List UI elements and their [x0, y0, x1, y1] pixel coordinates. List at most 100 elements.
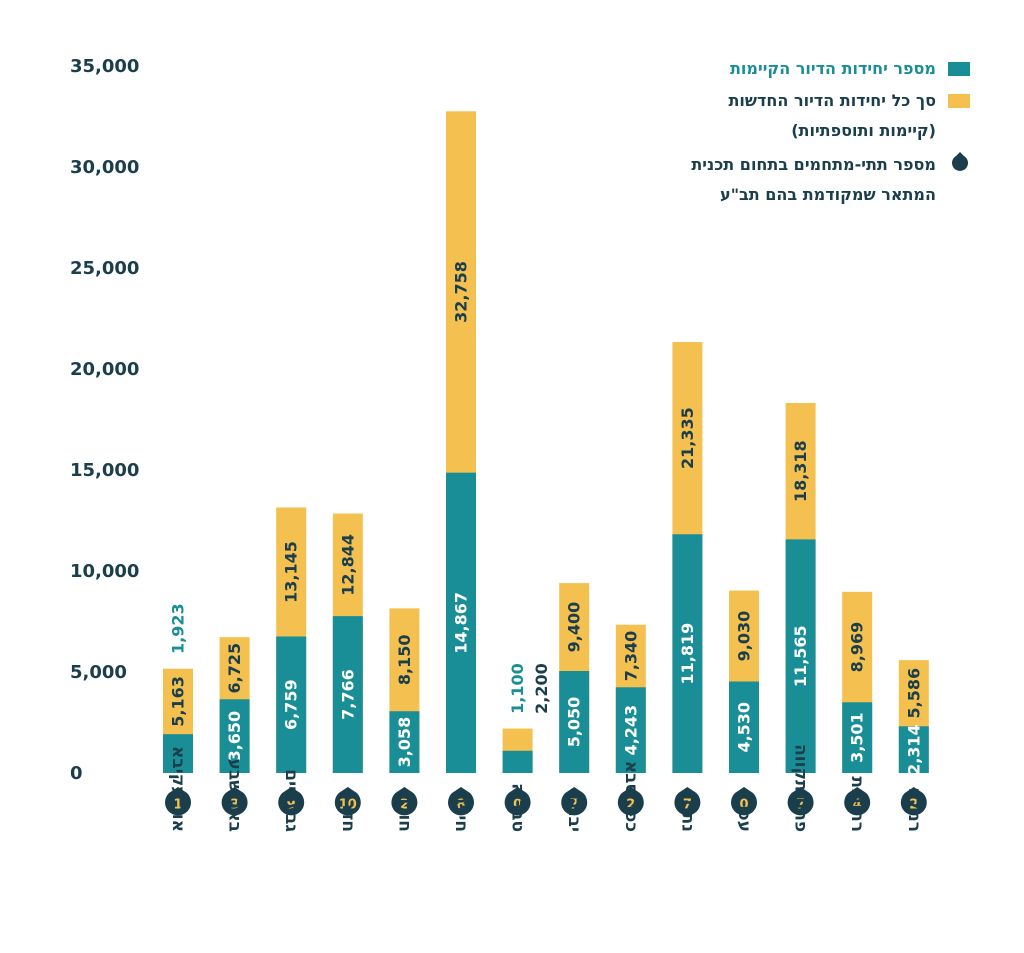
total-value-label: 5,163 — [169, 676, 188, 727]
legend-label-existing: מספר יחידות הדיור הקיימות — [730, 59, 936, 78]
subarea-count-label: 4 — [853, 798, 862, 813]
total-value-label: 32,758 — [452, 261, 471, 323]
subarea-count-label: 2 — [626, 798, 635, 813]
total-value-label: 6,725 — [225, 643, 244, 694]
existing-value-label: 4,530 — [735, 702, 754, 753]
category-label: אור עקיבא — [168, 746, 188, 832]
subarea-count-label: 2 — [400, 798, 409, 813]
y-tick-label: 10,000 — [70, 561, 139, 582]
bar-existing — [559, 670, 590, 773]
existing-value-label: 1,923 — [169, 603, 188, 654]
existing-value-label: 4,243 — [621, 705, 640, 756]
category-label: חולון — [394, 793, 414, 832]
bar-existing — [842, 702, 873, 773]
subarea-badge-icon — [561, 787, 588, 816]
existing-value-label: 6,759 — [282, 679, 301, 730]
bar-existing — [785, 539, 816, 773]
category-label: רמלה — [904, 787, 924, 832]
total-value-label: 2,200 — [532, 663, 551, 714]
legend-label-total-line2: (קיימות ותוספתיות) — [791, 121, 936, 140]
subarea-badge-icon — [165, 787, 192, 816]
total-value-label: 8,969 — [848, 622, 867, 673]
subarea-count-label: 1 — [173, 798, 182, 813]
subarea-count-label: 9 — [287, 798, 296, 813]
subarea-badge-icon — [844, 787, 871, 816]
category-label: באר שבע — [225, 759, 245, 832]
legend-swatch-total — [948, 94, 970, 108]
legend-marker-icon — [952, 152, 968, 171]
existing-value-label: 7,766 — [338, 669, 357, 720]
subarea-badge-icon — [900, 787, 927, 816]
category-label: נתניה — [677, 788, 697, 832]
subarea-badge-icon — [334, 787, 361, 816]
existing-value-label: 3,058 — [395, 717, 414, 768]
legend-label-subareas-line2: המתאר שמקודמת בהם תב"ע — [720, 185, 936, 204]
bar-existing — [163, 734, 193, 773]
total-value-label: 21,335 — [678, 407, 697, 469]
bar-existing — [389, 711, 420, 773]
existing-value-label: 11,565 — [791, 625, 810, 687]
y-tick-label: 0 — [70, 763, 83, 784]
category-label: גבעתיים — [281, 769, 301, 832]
subarea-count-label: 8 — [456, 798, 465, 813]
existing-value-label: 14,867 — [452, 592, 471, 654]
subarea-badge-icon — [674, 787, 701, 816]
legend-swatch-existing — [948, 62, 970, 76]
category-label: כפר סבא — [621, 761, 641, 832]
bar-existing — [615, 687, 646, 773]
category-label: חיפה — [451, 792, 471, 832]
existing-value-label: 2,314 — [904, 724, 923, 775]
bar-existing — [332, 616, 363, 773]
legend-label-subareas-line1: מספר תתי-מתחמים בתחום תכנית — [691, 155, 936, 174]
legend-item-subareas: מספר תתי-מתחמים בתחום תכנית המתאר שמקודמ… — [691, 150, 968, 210]
subarea-count-label: 0 — [739, 798, 748, 813]
bar-existing — [502, 750, 533, 773]
category-label: יבנה — [564, 797, 584, 832]
subarea-count-label: 7 — [796, 798, 805, 813]
bar-existing — [446, 472, 476, 773]
subarea-badge-icon — [787, 787, 814, 816]
subarea-badge-icon — [617, 787, 644, 816]
existing-value-label: 5,050 — [565, 697, 584, 748]
subarea-count-label: 7 — [683, 798, 692, 813]
total-value-label: 7,340 — [621, 631, 640, 682]
total-value-label: 12,844 — [338, 534, 357, 596]
subarea-badge-icon — [448, 787, 475, 816]
category-label: רחובות — [847, 776, 867, 832]
y-tick-label: 30,000 — [70, 157, 139, 178]
subarea-count-label: 7 — [570, 798, 579, 813]
total-value-label: 18,318 — [791, 440, 810, 502]
y-tick-label: 20,000 — [70, 359, 139, 380]
legend-label-total-line1: סך כל יחידות הדיור החדשות — [728, 91, 936, 110]
subarea-count-label: 0 — [513, 798, 522, 813]
bar-existing — [276, 636, 307, 773]
category-label: חדרה — [338, 788, 358, 832]
y-tick-label: 25,000 — [70, 258, 139, 279]
total-value-label: 13,145 — [282, 541, 301, 603]
subarea-badge-icon — [221, 787, 248, 816]
subarea-badge-icon — [504, 787, 531, 816]
bar-existing — [898, 726, 929, 773]
subarea-badge-icon — [391, 787, 418, 816]
category-label: טבריה — [508, 783, 528, 832]
subarea-count-label: 2 — [909, 798, 918, 813]
y-tick-label: 15,000 — [70, 460, 139, 481]
subarea-count-label: 10 — [339, 798, 357, 813]
total-value-label: 9,030 — [735, 611, 754, 662]
bar-existing — [672, 534, 703, 773]
legend-item-existing: מספר יחידות הדיור הקיימות — [730, 54, 970, 84]
existing-value-label: 3,501 — [848, 712, 867, 763]
existing-value-label: 11,819 — [678, 623, 697, 685]
y-tick-label: 35,000 — [70, 56, 139, 77]
existing-value-label: 1,100 — [508, 663, 527, 714]
subarea-badge-icon — [731, 787, 757, 816]
bar-existing — [219, 699, 250, 773]
bar-existing — [729, 681, 759, 773]
existing-value-label: 3,650 — [225, 711, 244, 762]
category-label: פתח תקווה — [791, 744, 811, 832]
subarea-badge-icon — [278, 787, 305, 816]
total-value-label: 9,400 — [565, 602, 584, 653]
total-value-label: 5,586 — [904, 668, 923, 719]
legend-item-total: סך כל יחידות הדיור החדשות (קיימות ותוספת… — [728, 86, 970, 146]
